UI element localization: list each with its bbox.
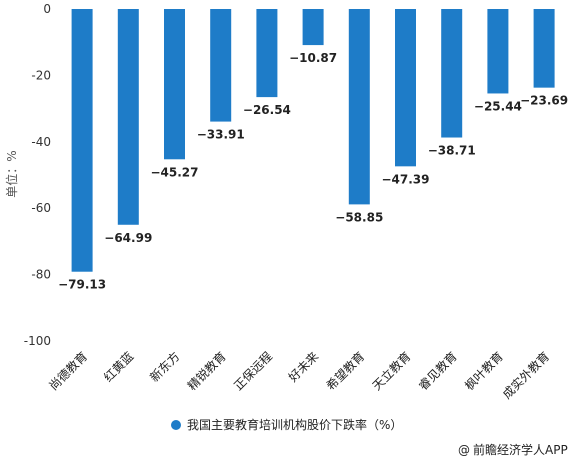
y-axis-label: 单位：% (4, 150, 19, 197)
credit: @ 前瞻经济学人APP (458, 442, 568, 457)
bar (117, 9, 139, 225)
category-label: 尚德教育 (46, 349, 91, 394)
bar-value-label: −23.69 (520, 94, 568, 108)
y-tick-label: -60 (31, 201, 51, 215)
y-tick-label: -80 (31, 268, 51, 282)
bar-value-label: −10.87 (289, 51, 337, 65)
y-tick-label: 0 (43, 2, 51, 16)
category-label: 红黄蓝 (100, 349, 136, 385)
bar (302, 9, 324, 46)
bar (441, 9, 463, 138)
category-label: 睿见教育 (415, 349, 460, 394)
credit-text: 前瞻经济学人APP (473, 442, 568, 457)
category-label: 好未来 (286, 349, 321, 384)
category-labels-group: 尚德教育 红黄蓝 新东方 精锐教育 正保远程 好未来 希望教育 天立教育 睿见教育 枫叶教育成实外… (46, 349, 553, 402)
bar-value-label: −64.99 (104, 231, 152, 245)
category-label: 正保远程 (230, 349, 275, 394)
bar-value-label: −79.13 (58, 278, 106, 292)
category-label: 希望教育 (323, 349, 368, 394)
bar (164, 9, 185, 160)
bar-value-label: −25.44 (474, 99, 522, 113)
bar (256, 9, 278, 98)
bar (348, 9, 370, 205)
legend-marker (171, 420, 181, 430)
legend-label: 我国主要教育培训机构股价下跌率（%） (187, 417, 402, 432)
bar (395, 9, 416, 167)
bar-value-label: −47.39 (381, 172, 429, 186)
category-label: 新东方 (147, 349, 183, 385)
bar (210, 9, 232, 122)
y-tick-label: -40 (31, 135, 51, 149)
bar-value-label: −45.27 (150, 165, 198, 179)
y-tick-label: -20 (31, 68, 51, 82)
value-labels-group: −79.13 −64.99 −45.27 −33.91 −26.54 −10.87 −58.… (58, 51, 568, 292)
bars-group (71, 9, 555, 272)
legend: 我国主要教育培训机构股价下跌率（%） (171, 417, 402, 432)
bar (71, 9, 93, 272)
bar-value-label: −38.71 (428, 144, 476, 158)
y-tick-label: -100 (24, 334, 51, 348)
credit-icon: @ (458, 443, 470, 457)
y-ticks-group: 0 -20 -40 -60 -80 -100 (24, 2, 51, 348)
bar-value-label: −58.85 (335, 210, 383, 224)
bar (487, 9, 509, 94)
category-label: 精锐教育 (184, 349, 229, 394)
category-label: 枫叶教育 (461, 349, 506, 394)
bar (533, 9, 555, 88)
bar-value-label: −33.91 (197, 128, 245, 142)
category-label: 成实外教育 (499, 349, 552, 402)
category-label: 天立教育 (369, 349, 414, 394)
bar-value-label: −26.54 (243, 103, 291, 117)
